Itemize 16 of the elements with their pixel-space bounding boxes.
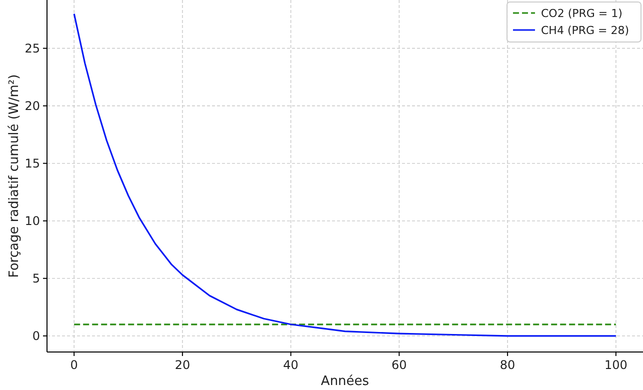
- y-tick-label: 20: [24, 98, 40, 113]
- y-tick-label: 25: [24, 41, 40, 56]
- y-tick-label: 15: [24, 156, 40, 170]
- x-tick-label: 80: [500, 358, 516, 372]
- y-tick-label: 10: [24, 214, 40, 228]
- y-tick-label: 0: [32, 328, 40, 343]
- legend-label: CH4 (PRG = 28): [541, 24, 630, 37]
- x-tick-label: 20: [174, 358, 190, 372]
- x-axis-title: Années: [320, 374, 370, 389]
- x-tick-label: 0: [70, 358, 78, 372]
- legend-label: CO2 (PRG = 1): [541, 7, 622, 20]
- x-tick-label: 60: [392, 358, 407, 372]
- x-tick-label: 40: [283, 358, 298, 372]
- x-tick-label: 100: [604, 358, 628, 372]
- y-tick-label: 5: [32, 271, 40, 286]
- y-axis-title: Forçage radiatif cumulé (W/m²): [7, 74, 22, 278]
